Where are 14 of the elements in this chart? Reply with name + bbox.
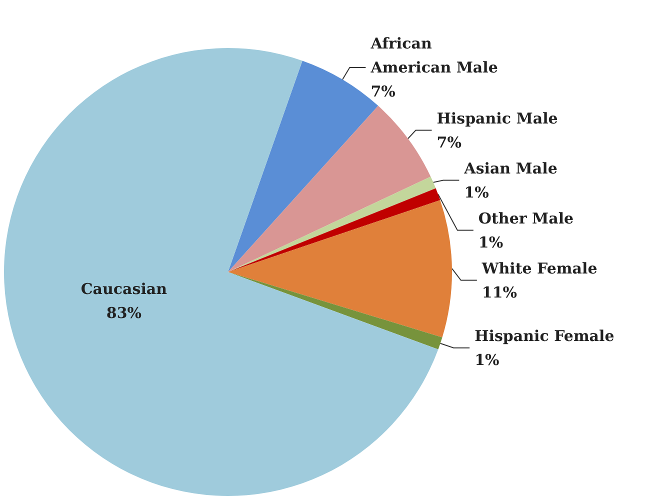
data-label: 11% — [482, 283, 518, 302]
data-label: 1% — [474, 350, 500, 369]
data-label: 1% — [478, 233, 504, 252]
slice-label: Caucasian — [80, 280, 168, 298]
slice-label: Other Male — [478, 209, 574, 228]
slice-label: African American Male — [370, 34, 498, 76]
slice-label: White Female — [480, 259, 598, 278]
data-label: 7% — [436, 133, 462, 152]
slice-label: Hispanic Male — [436, 109, 558, 128]
data-label: 7% — [370, 82, 396, 100]
slice-label: Hispanic Female — [474, 326, 614, 345]
data-label: 1% — [464, 183, 489, 202]
data-label: 83% — [106, 304, 142, 322]
slice-label: Asian Male — [463, 159, 558, 178]
